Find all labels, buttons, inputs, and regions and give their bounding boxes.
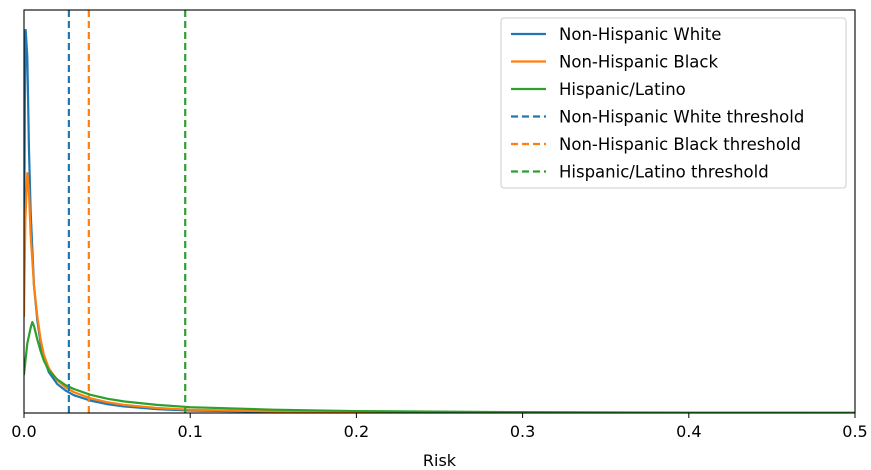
legend-label-0: Non-Hispanic White [559, 25, 721, 44]
threshold-layer [67, 10, 187, 413]
legend: Non-Hispanic White Non-Hispanic Black Hisp… [500, 17, 847, 189]
x-tick-label-0: 0.0 [11, 422, 36, 441]
x-tick-label-2: 0.2 [344, 422, 369, 441]
legend-label-3: Non-Hispanic White threshold [559, 108, 804, 127]
series-line-2 [24, 320, 855, 413]
legend-label-2: Hispanic/Latino [559, 80, 686, 99]
legend-label-4: Non-Hispanic Black threshold [559, 135, 801, 154]
x-tick-label-1: 0.1 [177, 422, 202, 441]
series-line-1 [24, 172, 855, 413]
x-tick-label-4: 0.4 [676, 422, 701, 441]
plot-frame [23, 9, 856, 414]
x-tick-label-3: 0.3 [510, 422, 535, 441]
legend-label-5: Hispanic/Latino threshold [559, 163, 769, 182]
legend-label-1: Non-Hispanic Black [559, 53, 718, 72]
x-tick-label-5: 0.5 [842, 422, 867, 441]
legend-box [500, 17, 847, 189]
x-axis-label: Risk [423, 451, 457, 470]
x-axis-ticks: 0.0 0.1 0.2 0.3 0.4 0.5 [11, 413, 868, 441]
